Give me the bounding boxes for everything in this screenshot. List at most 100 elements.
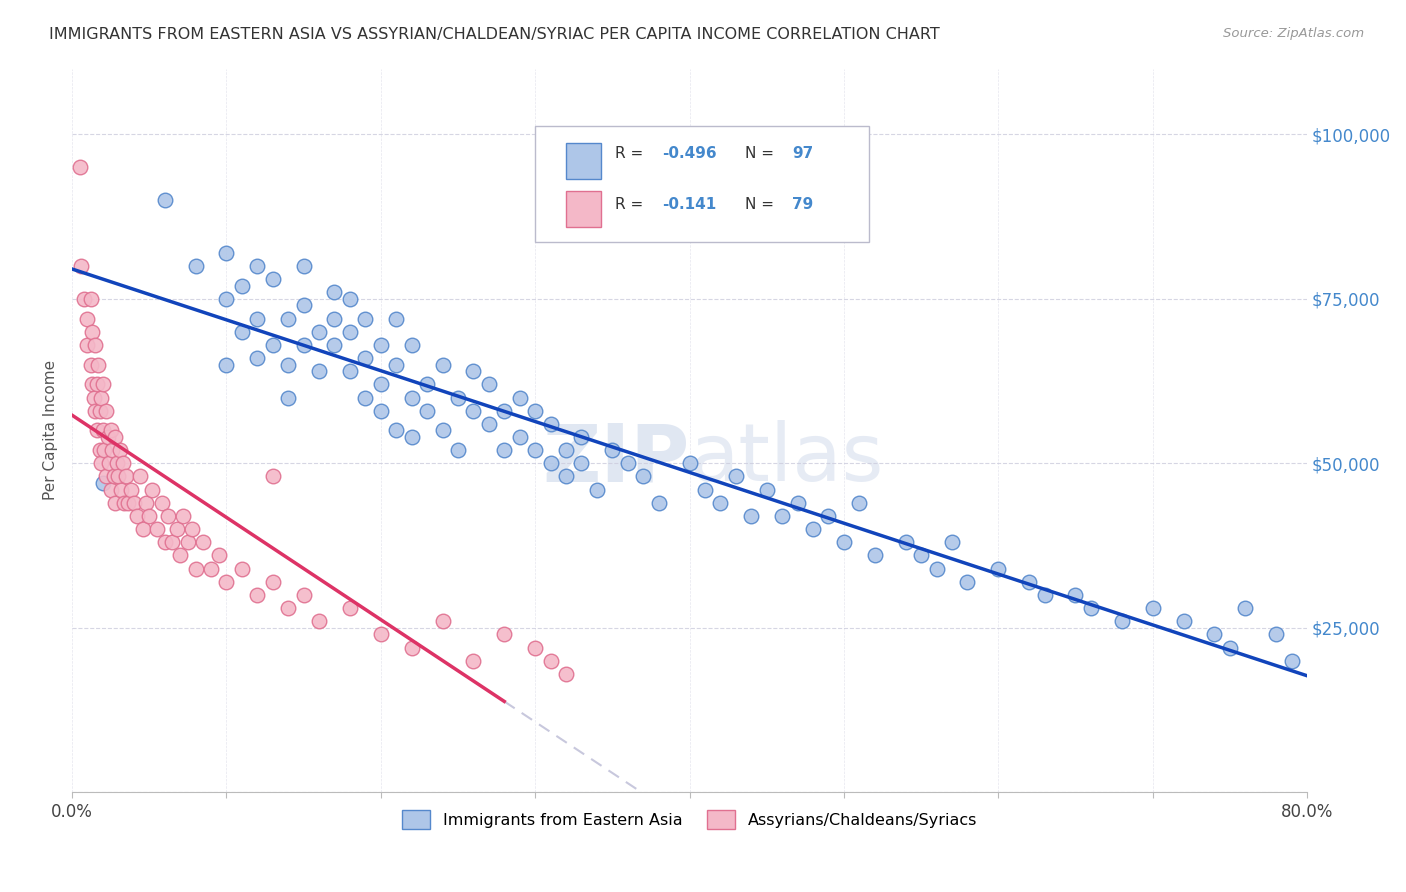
Point bbox=[215, 574, 238, 589]
Point bbox=[111, 456, 134, 470]
Text: 79: 79 bbox=[792, 197, 813, 212]
Point bbox=[166, 522, 188, 536]
Point bbox=[104, 430, 127, 444]
Point bbox=[169, 549, 191, 563]
Point bbox=[262, 469, 284, 483]
Point bbox=[162, 535, 184, 549]
Point bbox=[89, 403, 111, 417]
Point bbox=[509, 391, 531, 405]
Point bbox=[540, 456, 562, 470]
Point bbox=[153, 193, 176, 207]
Point bbox=[524, 443, 547, 458]
Point bbox=[277, 358, 299, 372]
Text: -0.496: -0.496 bbox=[662, 146, 717, 161]
Point bbox=[100, 483, 122, 497]
Point bbox=[709, 496, 731, 510]
Point bbox=[231, 278, 253, 293]
Point bbox=[292, 338, 315, 352]
Point bbox=[910, 549, 932, 563]
Point bbox=[98, 456, 121, 470]
Point bbox=[555, 666, 578, 681]
Point bbox=[125, 508, 148, 523]
Point bbox=[79, 358, 101, 372]
Point bbox=[1080, 601, 1102, 615]
Point bbox=[401, 338, 423, 352]
Point bbox=[129, 469, 152, 483]
Point bbox=[208, 549, 231, 563]
Point bbox=[122, 496, 145, 510]
Point bbox=[755, 483, 778, 497]
Point bbox=[120, 483, 142, 497]
Point bbox=[370, 338, 392, 352]
Point bbox=[555, 443, 578, 458]
Point bbox=[90, 456, 112, 470]
Point bbox=[135, 496, 157, 510]
Point bbox=[83, 391, 105, 405]
Point bbox=[146, 522, 169, 536]
Point bbox=[94, 469, 117, 483]
Point bbox=[177, 535, 200, 549]
Point bbox=[215, 245, 238, 260]
Point bbox=[89, 443, 111, 458]
Point bbox=[463, 364, 485, 378]
Point bbox=[262, 338, 284, 352]
Point bbox=[292, 298, 315, 312]
Point bbox=[308, 325, 330, 339]
Point bbox=[339, 601, 361, 615]
Point bbox=[172, 508, 194, 523]
Point bbox=[215, 292, 238, 306]
Text: atlas: atlas bbox=[689, 420, 884, 499]
Text: N =: N = bbox=[745, 146, 779, 161]
Point bbox=[817, 508, 839, 523]
Point bbox=[401, 391, 423, 405]
Point bbox=[246, 351, 269, 365]
Point bbox=[262, 272, 284, 286]
Point bbox=[292, 259, 315, 273]
FancyBboxPatch shape bbox=[536, 127, 869, 243]
Point bbox=[184, 259, 207, 273]
Point bbox=[91, 377, 114, 392]
Point bbox=[246, 259, 269, 273]
Text: -0.141: -0.141 bbox=[662, 197, 717, 212]
Point bbox=[540, 654, 562, 668]
Point bbox=[292, 588, 315, 602]
Point bbox=[678, 456, 700, 470]
Point bbox=[740, 508, 762, 523]
Point bbox=[104, 496, 127, 510]
Point bbox=[94, 403, 117, 417]
Point bbox=[494, 443, 516, 458]
Point bbox=[91, 424, 114, 438]
Point bbox=[79, 292, 101, 306]
Point bbox=[86, 377, 108, 392]
Point bbox=[114, 496, 136, 510]
Point bbox=[494, 403, 516, 417]
Point bbox=[494, 627, 516, 641]
Point bbox=[401, 640, 423, 655]
Point bbox=[193, 535, 215, 549]
Point bbox=[246, 588, 269, 602]
Point bbox=[447, 443, 470, 458]
Point bbox=[1018, 574, 1040, 589]
Point bbox=[76, 311, 98, 326]
Point bbox=[100, 424, 122, 438]
Legend: Immigrants from Eastern Asia, Assyrians/Chaldeans/Syriacs: Immigrants from Eastern Asia, Assyrians/… bbox=[395, 804, 984, 835]
Point bbox=[602, 443, 624, 458]
Point bbox=[1204, 627, 1226, 641]
Point bbox=[156, 508, 179, 523]
Point bbox=[93, 443, 115, 458]
Point bbox=[786, 496, 808, 510]
Point bbox=[200, 561, 222, 575]
Point bbox=[1173, 614, 1195, 628]
Point bbox=[108, 443, 131, 458]
Point bbox=[1219, 640, 1241, 655]
Point bbox=[987, 561, 1010, 575]
Point bbox=[308, 614, 330, 628]
Point bbox=[478, 377, 501, 392]
Bar bbox=[567, 143, 600, 179]
Point bbox=[385, 358, 408, 372]
Point bbox=[555, 469, 578, 483]
Point bbox=[84, 403, 107, 417]
Point bbox=[323, 285, 346, 300]
Point bbox=[416, 377, 439, 392]
Point bbox=[181, 522, 204, 536]
